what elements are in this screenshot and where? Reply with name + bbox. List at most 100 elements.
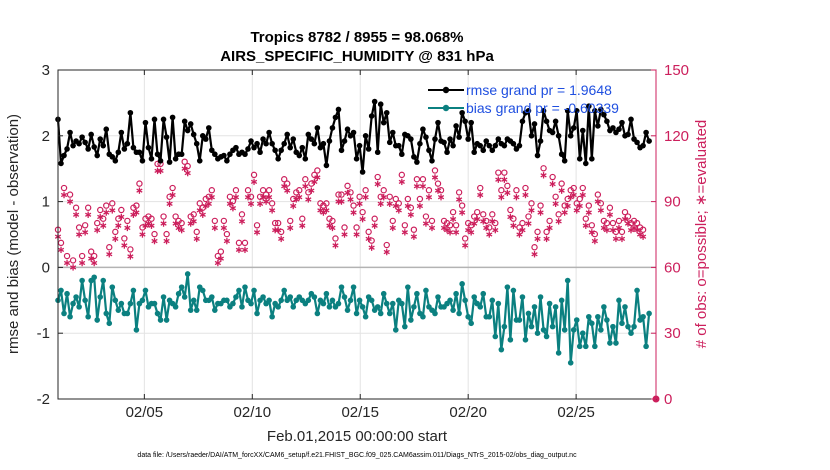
obs-possible-point	[271, 219, 279, 227]
bias-point	[142, 287, 149, 294]
obs-evaluated-stroke-2	[546, 225, 553, 231]
rmse-point	[616, 126, 622, 133]
rmse-point	[82, 139, 88, 146]
obs-evaluated-point	[422, 220, 430, 227]
obs-evaluated-point	[253, 229, 261, 236]
obs-evaluated-stroke-2	[184, 170, 191, 176]
bias-point	[468, 320, 474, 327]
bias-point	[501, 323, 508, 330]
bias-point	[555, 350, 562, 356]
obs-evaluated-point	[166, 200, 173, 207]
obs-possible-point	[534, 228, 541, 236]
bias-point	[465, 313, 471, 320]
rmse-point	[377, 101, 384, 108]
rmse-point	[154, 151, 161, 158]
bias-point	[127, 300, 134, 307]
bias-point	[582, 343, 589, 350]
rmse-point	[411, 154, 417, 160]
rmse-point	[109, 154, 116, 160]
rmse-point	[540, 107, 547, 114]
rmse-point	[489, 147, 496, 154]
obs-possible-point	[434, 180, 442, 187]
obs-possible-point	[332, 235, 339, 242]
bias-point	[287, 294, 294, 300]
obs-possible-point	[570, 184, 577, 192]
bias-point	[595, 313, 601, 320]
obs-evaluated-point	[477, 191, 484, 199]
rmse-point	[640, 142, 646, 149]
obs-evaluated-stroke-2	[302, 184, 309, 189]
obs-evaluated-stroke-2	[317, 208, 324, 213]
obs-evaluated-stroke-2	[314, 175, 321, 180]
obs-evaluated-point	[163, 237, 170, 245]
bias-point	[552, 304, 559, 310]
obs-evaluated-point	[498, 194, 505, 201]
rmse-point	[64, 146, 70, 152]
bias-point	[70, 300, 76, 307]
rmse-point	[145, 144, 152, 151]
obs-evaluated-point	[57, 246, 65, 254]
obs-possible-point	[431, 167, 439, 174]
bias-point	[163, 317, 170, 323]
bias-point	[73, 294, 79, 300]
obs-possible-point	[220, 217, 228, 225]
obs-evaluated-stroke-2	[145, 221, 152, 226]
rmse-point	[314, 125, 321, 131]
obs-evaluated-stroke-2	[395, 208, 402, 213]
obs-evaluated-stroke-2	[383, 249, 390, 255]
rmse-point	[344, 126, 351, 133]
bias-point	[335, 300, 342, 307]
obs-evaluated-stroke-2	[618, 236, 626, 242]
obs-evaluated-point	[244, 194, 252, 201]
obs-evaluated-point	[112, 235, 119, 243]
obs-evaluated-point	[72, 211, 80, 218]
obs-possible-point	[81, 222, 89, 229]
rmse-point	[592, 107, 598, 114]
bias-point	[239, 304, 245, 310]
rmse-point	[519, 118, 526, 125]
rmse-point	[610, 125, 616, 131]
rmse-point	[619, 119, 625, 126]
rmse-point	[278, 147, 284, 154]
y-right-tick-label-5: 150	[664, 62, 689, 79]
obs-possible-point	[507, 206, 514, 214]
obs-possible-point	[549, 173, 556, 181]
obs-evaluated-stroke-2	[468, 230, 475, 235]
obs-possible-point	[232, 187, 240, 194]
rmse-point	[573, 107, 580, 114]
obs-possible-point	[480, 211, 487, 218]
rmse-point	[477, 142, 484, 149]
rmse-point	[254, 140, 260, 147]
obs-evaluated-stroke-2	[612, 236, 620, 242]
rmse-point	[290, 136, 297, 142]
obs-evaluated-point	[597, 207, 604, 214]
bias-point	[585, 313, 592, 320]
bias-point	[224, 297, 230, 304]
obs-possible-point	[513, 187, 520, 194]
obs-evaluated-point	[510, 222, 517, 229]
bias-point	[275, 304, 281, 310]
rmse-point	[356, 142, 363, 149]
obs-possible-point	[124, 217, 131, 225]
obs-possible-point	[546, 217, 553, 225]
bias-point	[115, 307, 122, 313]
obs-evaluated-point	[82, 229, 89, 236]
obs-evaluated-point	[516, 231, 523, 238]
obs-evaluated-stroke-2	[127, 254, 134, 259]
obs-possible-point	[528, 200, 535, 207]
obs-evaluated-point	[552, 200, 559, 207]
rmse-point	[193, 140, 200, 147]
obs-evaluated-point	[513, 194, 520, 201]
obs-evaluated-point	[525, 220, 532, 227]
obs-evaluated-point	[624, 220, 632, 227]
obs-evaluated-point	[555, 218, 562, 225]
bias-point	[519, 294, 526, 300]
bias-point	[616, 297, 622, 304]
obs-evaluated-stroke-2	[555, 219, 562, 224]
bias-point	[374, 304, 381, 310]
bias-point	[435, 294, 441, 300]
obs-evaluated-stroke-2	[253, 230, 261, 235]
rmse-point	[634, 139, 640, 146]
rmse-point	[70, 142, 76, 149]
rmse-point	[260, 136, 266, 142]
